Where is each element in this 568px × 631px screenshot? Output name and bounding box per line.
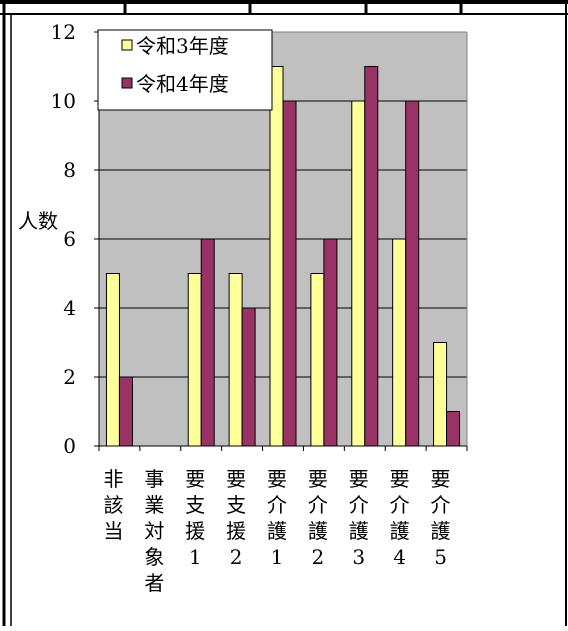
legend-label: 令和3年度	[136, 34, 229, 58]
legend-swatch	[121, 77, 133, 89]
legend-swatch	[121, 39, 133, 51]
bar-r3-6	[310, 273, 325, 447]
bar-r3-3	[187, 273, 202, 447]
category-label: 要介護 5	[431, 467, 451, 569]
y-tick-label: 2	[63, 365, 76, 389]
y-tick-label: 0	[63, 434, 76, 458]
bar-r3-4	[228, 273, 243, 447]
bar-r4-6	[323, 238, 338, 447]
bar-r4-7	[364, 66, 379, 447]
category-label: 要介護 1	[267, 467, 287, 569]
bar-r4-1	[118, 376, 133, 447]
y-tick-label: 4	[63, 296, 76, 320]
category-label: 要介護 2	[308, 467, 328, 569]
bar-r3-7	[351, 100, 366, 447]
legend-label: 令和4年度	[136, 72, 229, 96]
y-tick-label: 10	[51, 89, 76, 113]
category-label: 事業対象者	[144, 467, 164, 595]
bar-r3-9	[433, 342, 448, 447]
bar-r4-9	[446, 411, 461, 447]
y-tick-label: 8	[63, 158, 76, 182]
y-axis-label: 人数	[18, 209, 58, 233]
bar-r4-8	[405, 100, 420, 447]
y-tick-label: 6	[63, 227, 76, 251]
bar-r3-1	[105, 273, 120, 447]
category-label: 要介護 4	[390, 467, 410, 569]
bar-r4-4	[241, 307, 256, 447]
y-tick-label: 12	[51, 20, 76, 44]
bar-r4-3	[200, 238, 215, 447]
category-label: 非該当	[103, 467, 123, 543]
category-label: 要介護 3	[349, 467, 369, 569]
bar-r4-5	[282, 100, 297, 447]
bar-r3-5	[269, 66, 284, 447]
bar-r3-8	[392, 238, 407, 447]
category-label: 要支援 2	[226, 467, 246, 569]
category-label: 要支援 1	[185, 467, 205, 569]
